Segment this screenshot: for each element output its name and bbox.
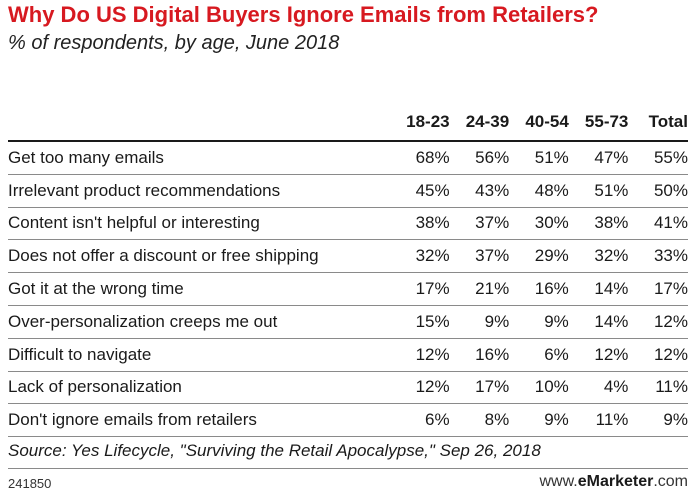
cell-value: 17% [628, 272, 688, 306]
table-row: Does not offer a discount or free shippi… [8, 239, 688, 274]
cell-value: 48% [509, 174, 569, 208]
header-label-cell [8, 104, 391, 142]
cell-value: 17% [449, 371, 510, 405]
table-row: Get too many emails 68% 56% 51% 47% 55% [8, 141, 688, 175]
brand-suffix: .com [653, 473, 688, 490]
cell-value: 37% [449, 207, 510, 241]
table-row: Difficult to navigate 12% 16% 6% 12% 12% [8, 338, 688, 372]
row-label: Does not offer a discount or free shippi… [8, 239, 391, 274]
brand-prefix: www. [539, 473, 578, 490]
table-row: Lack of personalization 12% 17% 10% 4% 11% [8, 371, 688, 405]
row-label: Got it at the wrong time [8, 272, 391, 306]
cell-value: 16% [449, 338, 510, 372]
table-row: Over-personalization creeps me out 15% 9% 9… [8, 305, 688, 339]
cell-value: 41% [628, 207, 688, 241]
table-row: Got it at the wrong time 17% 21% 16% 14% 17% [8, 272, 688, 306]
cell-value: 38% [390, 207, 450, 241]
cell-value: 12% [568, 338, 629, 372]
cell-value: 4% [568, 371, 629, 405]
footer-divider [8, 468, 688, 469]
cell-value: 17% [390, 272, 450, 306]
cell-value: 9% [449, 305, 510, 339]
cell-value: 14% [568, 305, 629, 339]
cell-value: 30% [509, 207, 569, 241]
brand-url: www.eMarketer.com [539, 473, 688, 491]
header-row: 18-23 24-39 40-54 55-73 Total [8, 104, 688, 142]
cell-value: 43% [449, 174, 510, 208]
cell-value: 51% [509, 141, 569, 175]
column-header-18-23: 18-23 [390, 104, 450, 142]
cell-value: 45% [390, 174, 450, 208]
cell-value: 6% [509, 338, 569, 372]
cell-value: 33% [628, 239, 688, 274]
cell-value: 12% [390, 371, 450, 405]
row-label: Difficult to navigate [8, 338, 391, 372]
column-header-total: Total [628, 104, 688, 142]
row-label: Get too many emails [8, 141, 391, 175]
chart-subtitle: % of respondents, by age, June 2018 [8, 32, 340, 54]
row-label: Lack of personalization [8, 371, 391, 405]
row-label: Content isn't helpful or interesting [8, 207, 391, 241]
cell-value: 12% [628, 305, 688, 339]
cell-value: 51% [568, 174, 629, 208]
cell-value: 12% [628, 338, 688, 372]
cell-value: 38% [568, 207, 629, 241]
data-table: 18-23 24-39 40-54 55-73 Total Get too many e… [8, 104, 688, 438]
cell-value: 9% [509, 403, 569, 438]
cell-value: 32% [568, 239, 629, 274]
column-header-40-54: 40-54 [509, 104, 569, 142]
cell-value: 50% [628, 174, 688, 208]
cell-value: 16% [509, 272, 569, 306]
cell-value: 14% [568, 272, 629, 306]
column-header-55-73: 55-73 [568, 104, 629, 142]
source-note: Source: Yes Lifecycle, "Surviving the Re… [8, 441, 541, 460]
cell-value: 11% [628, 371, 688, 405]
cell-value: 9% [628, 403, 688, 438]
cell-value: 6% [390, 403, 450, 438]
cell-value: 10% [509, 371, 569, 405]
cell-value: 11% [568, 403, 629, 438]
table-row: Content isn't helpful or interesting 38% 3… [8, 207, 688, 241]
row-label: Don't ignore emails from retailers [8, 403, 391, 438]
brand-name: eMarketer [577, 473, 654, 490]
table-row: Don't ignore emails from retailers 6% 8% 9%… [8, 403, 688, 438]
cell-value: 68% [390, 141, 450, 175]
cell-value: 29% [509, 239, 569, 274]
chart-title: Why Do US Digital Buyers Ignore Emails f… [8, 2, 599, 27]
cell-value: 15% [390, 305, 450, 339]
row-label: Irrelevant product recommendations [8, 174, 391, 208]
cell-value: 9% [509, 305, 569, 339]
column-header-24-39: 24-39 [449, 104, 510, 142]
table-body: Get too many emails 68% 56% 51% 47% 55% Irrele… [8, 141, 688, 438]
cell-value: 37% [449, 239, 510, 274]
cell-value: 8% [449, 403, 510, 438]
cell-value: 32% [390, 239, 450, 274]
cell-value: 56% [449, 141, 510, 175]
chart-id: 241850 [8, 476, 52, 491]
cell-value: 21% [449, 272, 510, 306]
cell-value: 55% [628, 141, 688, 175]
cell-value: 47% [568, 141, 629, 175]
cell-value: 12% [390, 338, 450, 372]
table-row: Irrelevant product recommendations 45% 43%… [8, 174, 688, 208]
row-label: Over-personalization creeps me out [8, 305, 391, 339]
